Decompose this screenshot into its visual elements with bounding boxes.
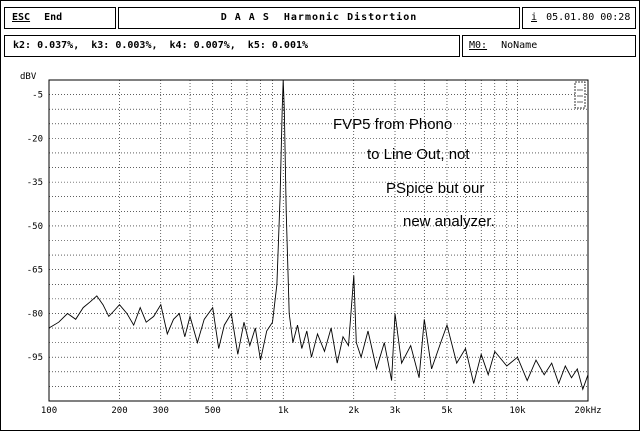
memory-key-label: M0:	[469, 40, 488, 51]
y-tick-label: -65	[27, 266, 43, 276]
x-tick-label: 3k	[390, 406, 401, 416]
harmonics-readout: k2: 0.037%, k3: 0.003%, k4: 0.007%, k5: …	[13, 40, 309, 51]
esc-end-button[interactable]: ESC End	[4, 7, 116, 29]
title-bar: D A A S Harmonic Distortion	[118, 7, 520, 29]
y-axis-label: dBV	[20, 72, 37, 82]
esc-key-label: ESC	[12, 12, 31, 23]
annotation-line-1: FVP5 from Phono	[333, 116, 453, 133]
spectrum-chart: dBV -5 -20 -35 -50 -65 -80 -95 100 200 300 500 1k 2…	[20, 72, 602, 416]
x-tick-label: 10k	[509, 406, 526, 416]
scale-indicator	[574, 81, 586, 109]
memory-panel[interactable]: M0: NoName	[462, 35, 636, 57]
x-tick-label: 100	[41, 406, 57, 416]
x-tick-labels: 100 200 300 500 1k 2k 3k 5k 10k 20kHz	[41, 406, 602, 416]
memory-name: NoName	[501, 40, 538, 51]
page-title: D A A S Harmonic Distortion	[220, 12, 418, 23]
harmonics-panel: k2: 0.037%, k3: 0.003%, k4: 0.007%, k5: …	[4, 35, 460, 57]
datetime-panel[interactable]: i 05.01.80 00:28	[522, 7, 636, 29]
x-tick-label: 500	[205, 406, 221, 416]
x-tick-label: 300	[153, 406, 169, 416]
y-tick-label: -5	[32, 91, 43, 101]
plot-area-border	[48, 79, 589, 402]
end-label: End	[44, 12, 63, 23]
y-tick-label: -20	[27, 134, 43, 144]
annotation-line-2: to Line Out, not	[367, 146, 470, 163]
info-key-label: i	[531, 12, 538, 23]
chart-grid	[49, 80, 588, 401]
y-tick-label: -50	[27, 222, 43, 232]
annotation-line-3: PSpice but our	[386, 180, 485, 197]
x-tick-label: 20kHz	[574, 406, 601, 416]
datetime-text: 05.01.80 00:28	[546, 12, 631, 23]
x-tick-label: 2k	[348, 406, 359, 416]
spectrum-trace	[48, 79, 589, 391]
y-tick-labels: -5 -20 -35 -50 -65 -80 -95	[27, 91, 43, 364]
y-tick-label: -80	[27, 309, 43, 319]
y-tick-label: -35	[27, 178, 43, 188]
x-tick-label: 200	[111, 406, 127, 416]
x-tick-label: 1k	[278, 406, 289, 416]
x-tick-label: 5k	[442, 406, 453, 416]
annotation-line-4: new analyzer.	[403, 213, 495, 230]
y-tick-label: -95	[27, 353, 43, 363]
